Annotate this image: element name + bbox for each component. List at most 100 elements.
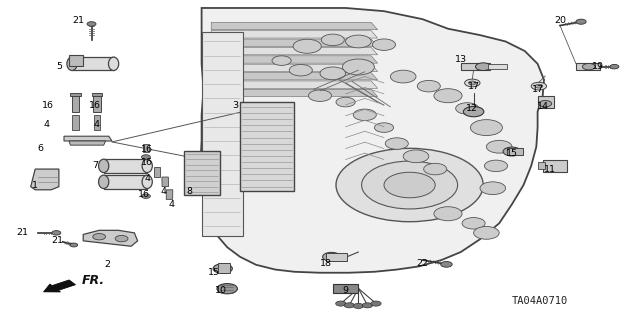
Text: TA04A0710: TA04A0710: [512, 296, 568, 307]
Ellipse shape: [142, 175, 152, 189]
Text: 16: 16: [138, 190, 150, 199]
Circle shape: [320, 67, 346, 80]
Bar: [104, 159, 147, 173]
Circle shape: [335, 301, 346, 306]
Circle shape: [434, 207, 462, 221]
Circle shape: [342, 59, 374, 75]
Circle shape: [582, 63, 595, 70]
Bar: [333, 284, 358, 293]
Circle shape: [353, 303, 364, 308]
Circle shape: [424, 163, 447, 175]
Text: 16: 16: [141, 158, 153, 167]
Circle shape: [385, 138, 408, 149]
Text: 4: 4: [160, 187, 166, 196]
Circle shape: [93, 234, 106, 240]
Ellipse shape: [108, 57, 119, 70]
Text: 1: 1: [32, 181, 38, 189]
Circle shape: [336, 97, 355, 107]
Polygon shape: [64, 136, 112, 141]
Bar: [94, 115, 100, 130]
Text: 16: 16: [42, 101, 54, 110]
Circle shape: [476, 63, 491, 70]
Ellipse shape: [67, 57, 77, 70]
Text: 11: 11: [545, 165, 556, 174]
Text: 16: 16: [89, 101, 100, 110]
Bar: [326, 253, 347, 261]
Text: 21: 21: [17, 228, 28, 237]
Text: 17: 17: [468, 82, 479, 91]
Circle shape: [115, 235, 128, 242]
Bar: [240, 102, 294, 191]
Circle shape: [353, 109, 376, 121]
Text: 9: 9: [342, 286, 349, 295]
Ellipse shape: [99, 175, 109, 189]
Polygon shape: [69, 141, 106, 145]
Circle shape: [610, 64, 619, 69]
Circle shape: [531, 82, 547, 90]
Bar: [143, 156, 149, 164]
Text: 14: 14: [537, 102, 548, 111]
Text: 4: 4: [168, 200, 175, 209]
Circle shape: [336, 148, 483, 222]
Circle shape: [480, 182, 506, 195]
Circle shape: [503, 147, 521, 156]
Circle shape: [576, 19, 586, 24]
Text: 21: 21: [52, 236, 63, 245]
Circle shape: [371, 301, 381, 306]
Circle shape: [372, 39, 396, 50]
Circle shape: [441, 262, 452, 267]
Text: 20: 20: [554, 16, 566, 25]
Circle shape: [70, 243, 77, 247]
Circle shape: [403, 150, 429, 163]
Text: 3: 3: [232, 101, 239, 110]
Circle shape: [344, 303, 355, 308]
Polygon shape: [211, 64, 378, 71]
Polygon shape: [211, 48, 378, 55]
Circle shape: [362, 161, 458, 209]
Bar: [72, 115, 79, 130]
Text: 17: 17: [532, 85, 543, 94]
Circle shape: [484, 160, 508, 172]
Text: 12: 12: [466, 104, 477, 113]
Circle shape: [52, 231, 61, 235]
Circle shape: [374, 123, 394, 132]
Polygon shape: [154, 167, 160, 177]
Text: FR.: FR.: [82, 274, 105, 287]
Ellipse shape: [99, 159, 109, 173]
Text: 19: 19: [593, 63, 604, 71]
Text: 8: 8: [186, 187, 193, 196]
Text: 21: 21: [72, 16, 84, 25]
Circle shape: [417, 80, 440, 92]
Bar: [72, 95, 79, 112]
Text: 2: 2: [104, 260, 111, 269]
Ellipse shape: [142, 159, 152, 173]
Circle shape: [468, 81, 476, 85]
Circle shape: [535, 84, 543, 88]
Polygon shape: [166, 190, 173, 199]
Text: 15: 15: [209, 268, 220, 277]
Bar: [69, 55, 83, 66]
Text: 4: 4: [144, 174, 150, 183]
Text: 6: 6: [37, 144, 44, 153]
Polygon shape: [211, 73, 378, 80]
Circle shape: [470, 120, 502, 136]
Circle shape: [323, 252, 340, 261]
Circle shape: [390, 70, 416, 83]
Circle shape: [486, 140, 512, 153]
Bar: [538, 96, 554, 108]
Circle shape: [462, 218, 485, 229]
Bar: [576, 63, 600, 70]
Bar: [461, 63, 490, 70]
Circle shape: [541, 161, 562, 171]
FancyArrow shape: [44, 280, 76, 292]
Polygon shape: [211, 81, 378, 88]
Polygon shape: [211, 56, 378, 63]
Bar: [218, 263, 230, 273]
Circle shape: [272, 56, 291, 65]
Bar: [104, 175, 147, 189]
Bar: [184, 151, 220, 195]
Circle shape: [141, 194, 150, 198]
Circle shape: [289, 64, 312, 76]
Circle shape: [213, 264, 232, 273]
Polygon shape: [83, 230, 138, 246]
